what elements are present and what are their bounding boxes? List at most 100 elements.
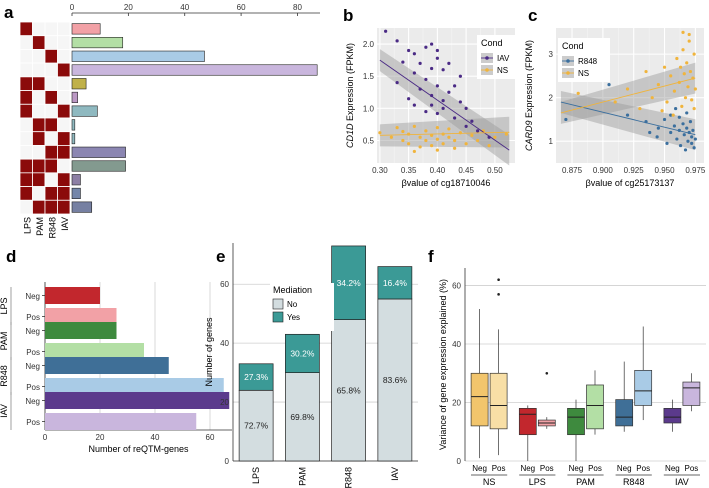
data-point xyxy=(683,148,688,152)
data-point xyxy=(435,84,439,88)
x-tick-label: 20 xyxy=(96,433,105,442)
matrix-cell xyxy=(32,172,46,187)
matrix-cell xyxy=(57,62,71,78)
combination-bar xyxy=(71,160,126,172)
matrix-column-label: LPS xyxy=(22,217,32,234)
data-point xyxy=(435,56,439,60)
y-tick-label: 20 xyxy=(220,398,229,407)
panel-f-box-plot: 0 20 40 60 Neg Pos NS Neg Pos LPS Neg Pos PAM Neg Pos R… xyxy=(438,268,706,487)
data-point xyxy=(418,61,422,65)
matrix-cell xyxy=(44,117,58,133)
regression-line xyxy=(379,59,510,151)
data-point xyxy=(447,135,451,139)
data-point xyxy=(401,129,405,134)
data-point xyxy=(693,137,697,141)
matrix-cell xyxy=(19,35,33,50)
y-axis-title-rest: Expression (FPKM) xyxy=(345,43,355,124)
box xyxy=(489,372,508,430)
x-tick-label: Pos xyxy=(685,464,699,473)
data-point xyxy=(435,137,439,141)
panel-label-d: d xyxy=(6,247,16,266)
data-point xyxy=(412,149,416,154)
y-tick-label: 2 xyxy=(549,94,554,103)
x-tick-label: Neg xyxy=(665,464,680,473)
data-point xyxy=(692,52,696,56)
matrix-cell xyxy=(32,21,46,37)
matrix-cell xyxy=(44,145,58,160)
x-axis-title: Number of reQTM-genes xyxy=(88,444,189,454)
matrix-cell xyxy=(44,172,58,187)
data-point xyxy=(681,122,685,126)
legend-key xyxy=(272,298,284,310)
outlier-point xyxy=(497,293,500,296)
data-point xyxy=(669,130,673,135)
x-tick-label: Neg xyxy=(569,464,584,473)
matrix-cell xyxy=(44,49,58,64)
data-point xyxy=(476,138,480,143)
data-point xyxy=(430,66,434,71)
matrix-cell xyxy=(19,158,33,174)
data-point xyxy=(458,74,462,78)
matrix-cell xyxy=(32,103,46,119)
data-point xyxy=(407,48,411,53)
outlier-point xyxy=(545,371,549,375)
group-label: IAV xyxy=(675,477,689,487)
bar xyxy=(45,357,169,374)
data-point xyxy=(656,126,660,130)
bar xyxy=(45,308,117,325)
matrix-cell xyxy=(32,199,46,215)
matrix-cell xyxy=(57,103,71,119)
panel-label-f: f xyxy=(428,247,434,266)
x-tick-label: LPS xyxy=(251,467,261,484)
combination-bar xyxy=(71,105,98,117)
panel-d-bar-chart: 0 20 40 60 Neg Pos LPS Neg Pos PAM Neg Pos R848 Neg Po… xyxy=(0,282,232,454)
matrix-cell xyxy=(19,145,33,160)
data-point xyxy=(407,142,411,146)
y-tick-label: 0.5 xyxy=(363,137,375,146)
data-point xyxy=(625,113,630,117)
matrix-cell xyxy=(57,49,71,64)
legend-key-point xyxy=(485,68,489,72)
combination-bar xyxy=(71,174,81,186)
bar-segment-yes xyxy=(331,245,366,320)
bar-label-no: 65.8% xyxy=(337,385,362,395)
combination-bar xyxy=(71,91,78,103)
data-point xyxy=(576,91,580,95)
x-tick-label: 0.925 xyxy=(624,166,645,175)
data-point xyxy=(401,60,405,64)
y-tick-label: Pos xyxy=(26,383,40,392)
bar xyxy=(45,343,144,360)
group-label: PAM xyxy=(576,477,595,487)
matrix-cell xyxy=(32,62,46,78)
box xyxy=(663,408,682,424)
regression-line xyxy=(560,77,696,114)
data-point xyxy=(692,106,696,111)
matrix-cell xyxy=(19,103,33,119)
data-point xyxy=(683,96,688,100)
data-point xyxy=(424,109,428,114)
data-point xyxy=(378,131,382,135)
data-point xyxy=(688,120,693,124)
data-point xyxy=(470,133,474,137)
matrix-cell xyxy=(32,35,46,50)
matrix-cell xyxy=(57,199,71,215)
legend-label: NS xyxy=(497,66,508,75)
x-tick-label: 40 xyxy=(151,433,160,442)
data-point xyxy=(504,132,508,136)
bar-segment-yes xyxy=(377,266,413,300)
data-point xyxy=(424,129,428,133)
x-tick-label: 20 xyxy=(124,3,133,12)
data-point xyxy=(447,61,451,65)
data-point xyxy=(687,39,691,43)
data-point xyxy=(625,87,630,91)
data-point xyxy=(648,130,652,135)
matrix-cell xyxy=(57,35,71,50)
matrix-cell xyxy=(57,145,71,160)
x-tick-label: 80 xyxy=(293,3,302,12)
y-tick-label: 2.0 xyxy=(363,40,375,49)
matrix-cell xyxy=(19,172,33,187)
y-axis-title: Number of genes xyxy=(204,317,214,387)
y-tick-label: 1 xyxy=(549,137,554,146)
legend-key-point xyxy=(566,71,570,75)
